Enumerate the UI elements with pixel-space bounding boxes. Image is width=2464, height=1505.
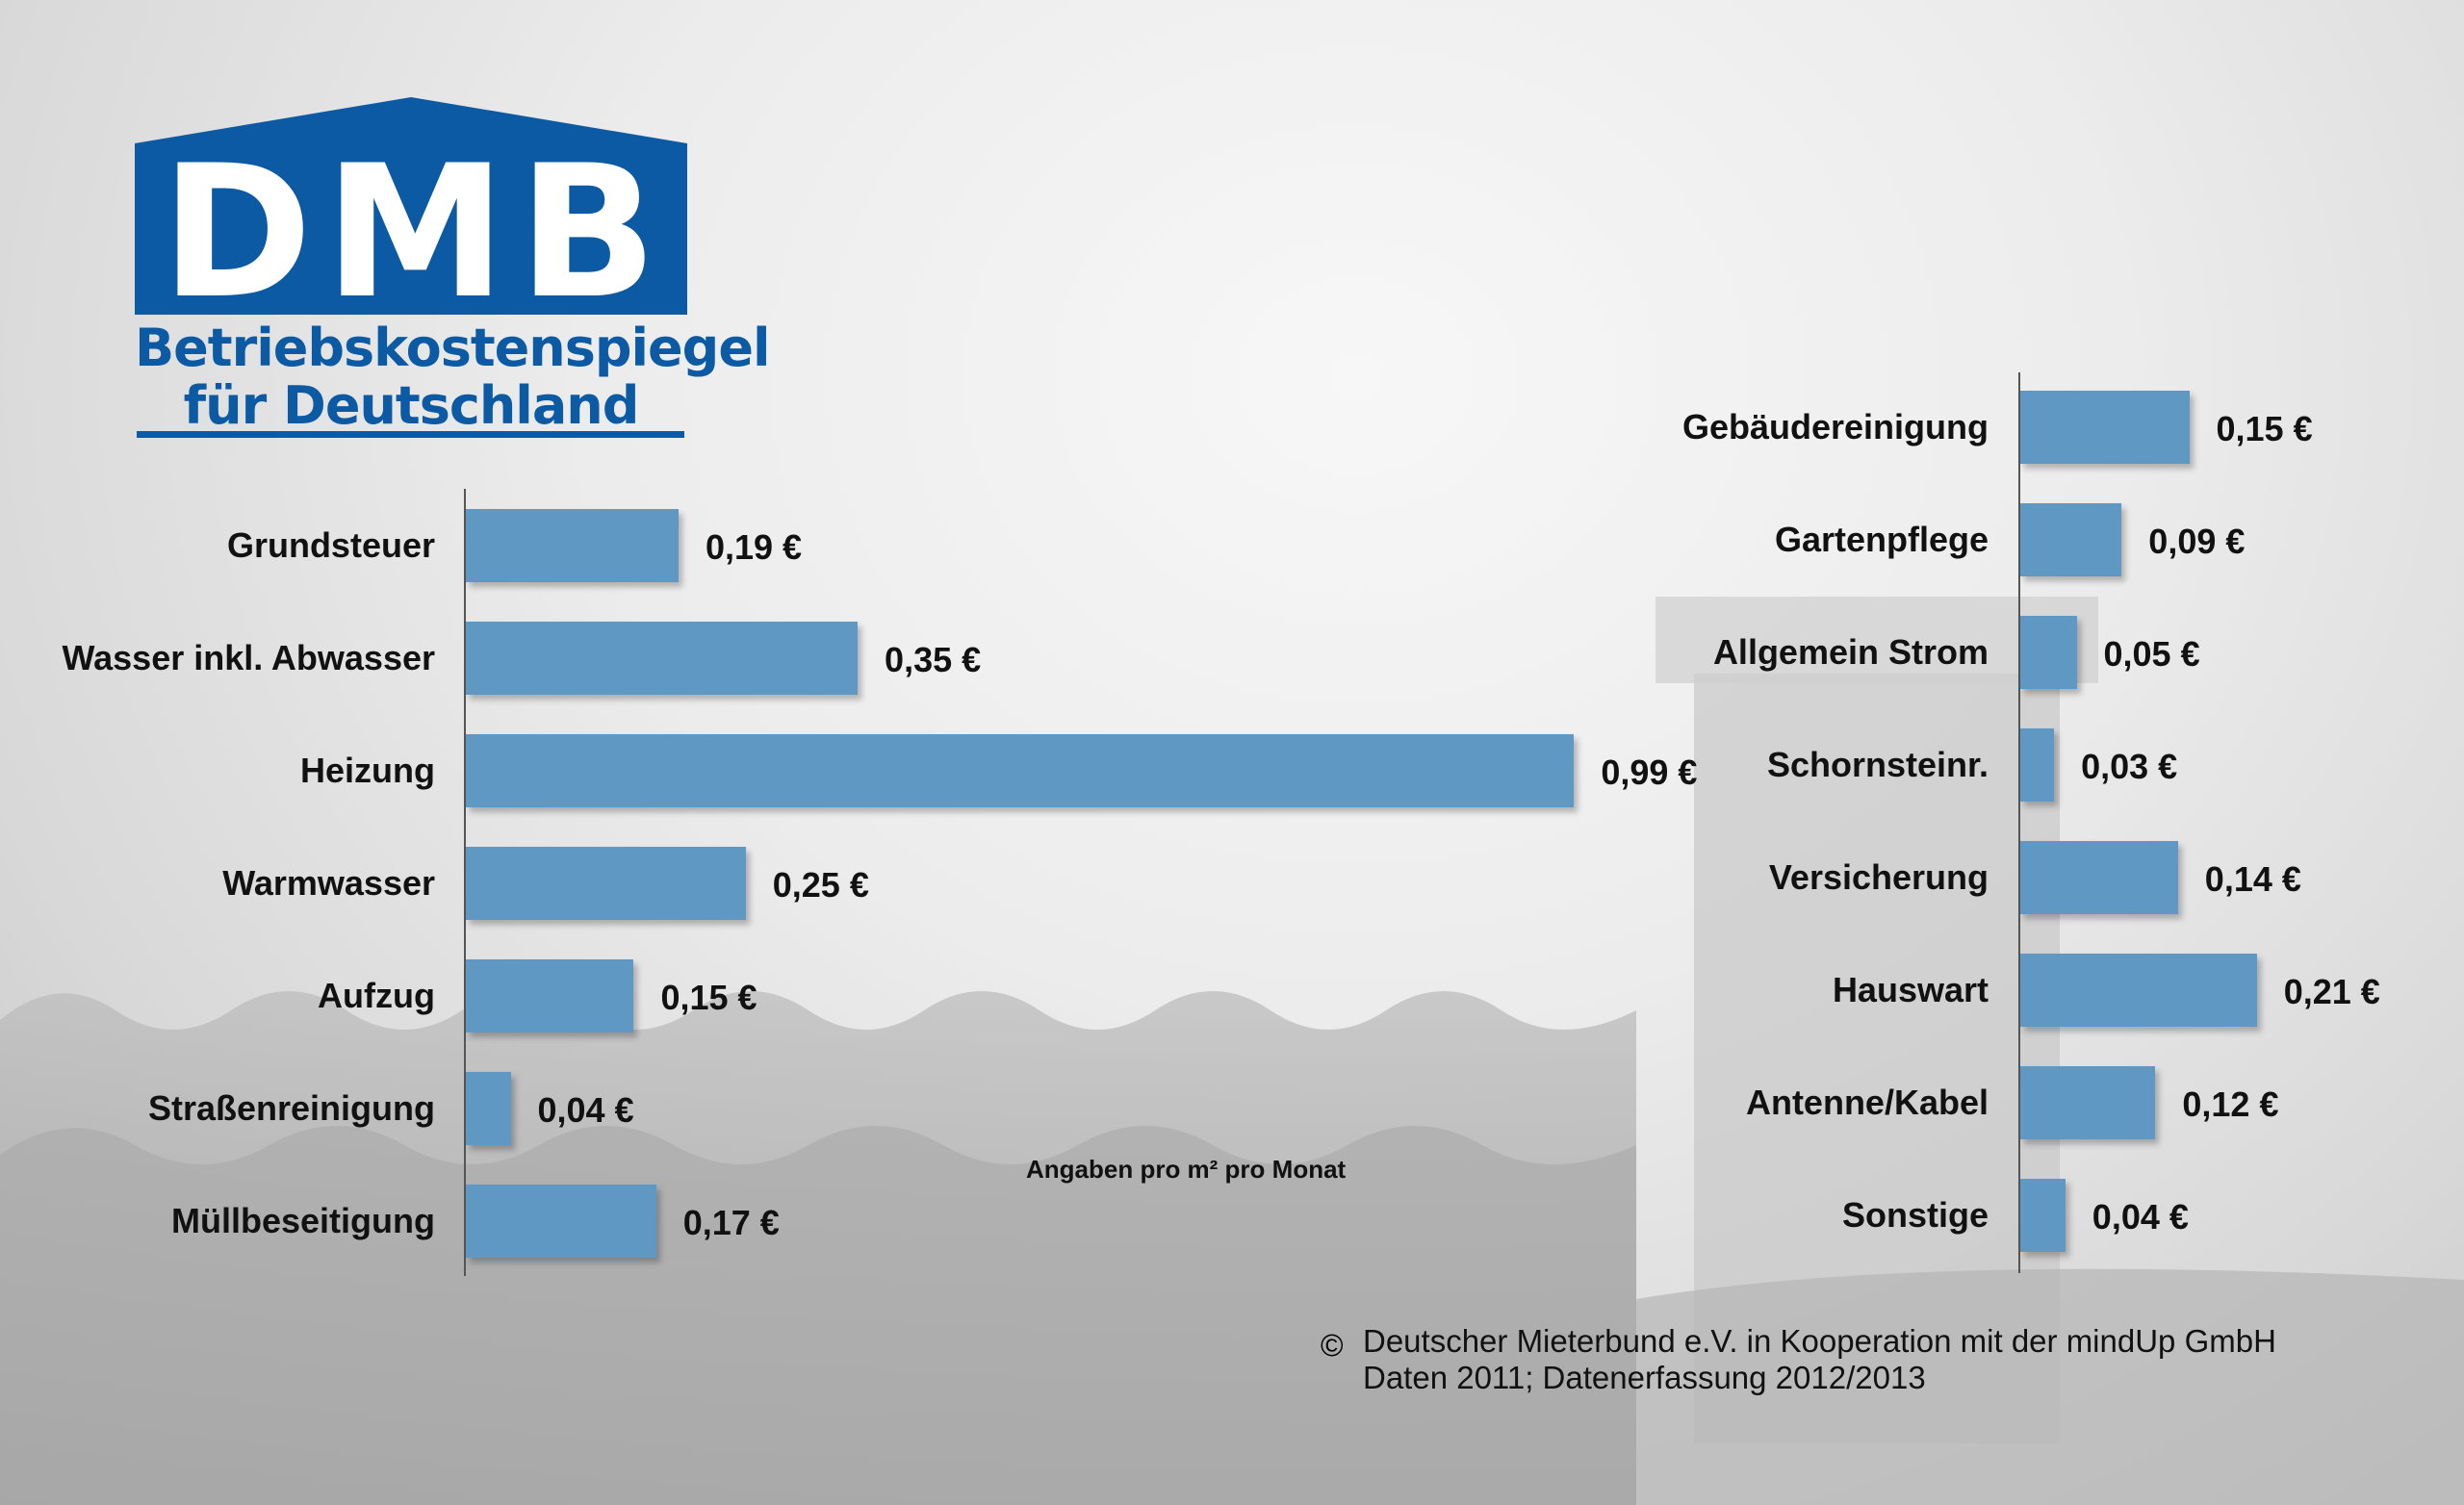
- right-category-label: Sonstige: [1841, 1195, 1989, 1235]
- dmb-logo: DMB: [135, 97, 687, 315]
- left-value-label: 0,15 €: [660, 978, 757, 1017]
- left-bar: [466, 509, 679, 582]
- right-bar: [2020, 616, 2077, 689]
- left-bar: [466, 1185, 656, 1258]
- right-category-label: Antenne/Kabel: [1745, 1083, 1989, 1122]
- unit-note: Angaben pro m² pro Monat: [1026, 1155, 1347, 1184]
- right-category-label: Allgemein Strom: [1712, 632, 1989, 672]
- right-category-label: Hauswart: [1832, 970, 1989, 1009]
- left-value-label: 0,25 €: [772, 865, 869, 905]
- right-value-label: 0,15 €: [2216, 409, 2313, 448]
- right-value-label: 0,14 €: [2204, 859, 2301, 899]
- svg-text:DMB: DMB: [161, 126, 661, 315]
- right-bar: [2020, 391, 2190, 464]
- credit-line-2: Daten 2011; Datenerfassung 2012/2013: [1363, 1360, 1926, 1395]
- right-chart-axis: [2018, 372, 2020, 1273]
- left-category-label: Müllbeseitigung: [171, 1201, 435, 1240]
- right-category-label: Versicherung: [1768, 857, 1989, 897]
- credit: Deutscher Mieterbund e.V. in Kooperation…: [1363, 1323, 2276, 1396]
- logo-underline: [137, 431, 684, 438]
- copyright-symbol: ©: [1321, 1328, 1344, 1363]
- left-bar: [466, 734, 1575, 807]
- right-value-label: 0,21 €: [2283, 972, 2380, 1011]
- right-value-label: 0,04 €: [2092, 1197, 2189, 1237]
- left-category-label: Heizung: [300, 751, 435, 790]
- right-bar: [2020, 954, 2257, 1027]
- right-category-label: Gebäudereinigung: [1681, 407, 1989, 446]
- left-value-label: 0,19 €: [705, 527, 803, 567]
- left-chart-axis: [464, 489, 466, 1276]
- right-bar: [2020, 1179, 2066, 1252]
- left-category-label: Grundsteuer: [226, 525, 435, 565]
- right-bar: [2020, 503, 2122, 576]
- right-bar: [2020, 841, 2178, 914]
- logo-subtitle-2: für Deutschland: [183, 375, 640, 436]
- right-category-label: Gartenpflege: [1774, 520, 1989, 559]
- left-category-label: Aufzug: [318, 976, 435, 1015]
- right-value-label: 0,12 €: [2182, 1084, 2279, 1124]
- right-bar: [2020, 728, 2055, 802]
- left-category-label: Straßenreinigung: [147, 1088, 435, 1128]
- left-value-label: 0,99 €: [1601, 752, 1698, 792]
- credit-line-1: Deutscher Mieterbund e.V. in Kooperation…: [1363, 1323, 2276, 1359]
- left-value-label: 0,35 €: [885, 640, 982, 679]
- right-value-label: 0,03 €: [2081, 747, 2178, 786]
- left-value-label: 0,17 €: [682, 1203, 780, 1242]
- left-bar: [466, 847, 746, 920]
- left-bar: [466, 622, 859, 695]
- left-category-label: Warmwasser: [222, 863, 435, 903]
- left-bar: [466, 959, 634, 1033]
- logo-subtitle-1: Betriebskostenspiegel: [135, 318, 770, 378]
- left-bar: [466, 1072, 511, 1145]
- right-value-label: 0,09 €: [2148, 522, 2246, 561]
- right-value-label: 0,05 €: [2103, 634, 2200, 674]
- right-category-label: Schornsteinr.: [1766, 745, 1989, 784]
- left-category-label: Wasser inkl. Abwasser: [62, 638, 435, 677]
- right-bar: [2020, 1066, 2156, 1139]
- left-value-label: 0,04 €: [537, 1090, 634, 1130]
